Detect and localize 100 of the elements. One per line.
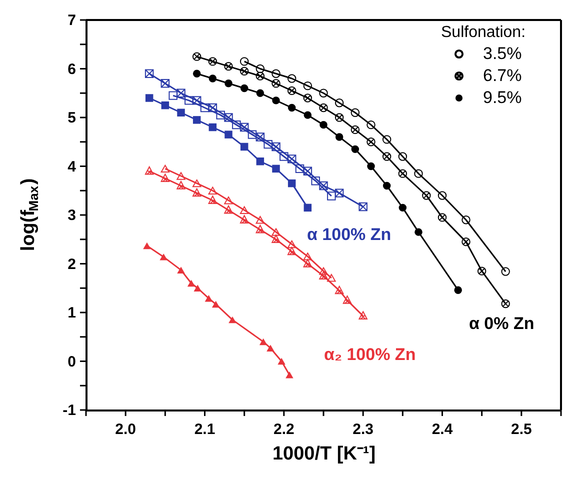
point — [462, 237, 470, 246]
point — [224, 80, 232, 88]
point — [240, 142, 248, 151]
point — [160, 174, 170, 182]
point — [266, 344, 274, 352]
point — [366, 138, 376, 146]
point — [327, 274, 336, 282]
x-axis-title: 1000/T [K⁻¹] — [272, 444, 376, 464]
point — [240, 122, 249, 132]
y-tick-label: 7 — [68, 12, 76, 29]
point — [176, 88, 186, 98]
point — [319, 181, 328, 190]
point — [145, 94, 154, 102]
point — [272, 228, 280, 236]
point — [160, 79, 170, 88]
point — [208, 57, 218, 66]
legend-title: Sulfonation: — [441, 24, 526, 41]
point — [422, 191, 431, 200]
point — [256, 89, 264, 97]
point — [256, 72, 265, 80]
point — [367, 162, 375, 170]
point — [334, 188, 344, 198]
point — [176, 172, 186, 180]
point — [319, 271, 328, 280]
y-tick-label: 1 — [68, 304, 76, 322]
legend-label: 9.5% — [483, 88, 522, 107]
point — [319, 103, 328, 112]
point — [350, 125, 360, 134]
point — [382, 152, 392, 161]
point — [194, 284, 202, 292]
point — [240, 57, 249, 66]
point — [272, 164, 280, 173]
point — [303, 94, 312, 102]
point — [256, 158, 264, 166]
point — [320, 120, 328, 129]
y-tick-label: 3 — [68, 207, 76, 224]
point — [358, 311, 368, 320]
point — [192, 52, 202, 61]
point — [303, 166, 312, 176]
x-tick-label: 2.4 — [432, 421, 454, 438]
point — [288, 104, 296, 112]
point — [287, 86, 296, 96]
annotation: α 100% Zn — [307, 225, 392, 244]
point — [327, 192, 336, 200]
point — [192, 188, 202, 197]
point — [334, 98, 344, 108]
point — [256, 216, 265, 224]
point — [398, 204, 407, 212]
y-tick-label: 6 — [68, 60, 76, 78]
point — [287, 240, 296, 248]
point — [334, 286, 344, 294]
legend-label: 6.7% — [483, 66, 522, 85]
point — [414, 228, 422, 236]
point — [287, 246, 296, 256]
x-tick-label: 2.2 — [273, 421, 294, 438]
point — [462, 216, 470, 224]
y-tick-label: 2 — [68, 256, 76, 273]
y-tick-label: 0 — [68, 353, 76, 370]
point — [240, 84, 248, 92]
x-tick-label: 2.0 — [115, 421, 136, 438]
y-tick-label: 4 — [68, 158, 77, 176]
x-tick-label: 2.1 — [194, 421, 216, 438]
point — [208, 103, 218, 112]
point — [366, 120, 376, 130]
x-tick-label: 2.3 — [352, 421, 374, 438]
point — [334, 113, 344, 122]
point — [240, 215, 249, 224]
x-tick-label: 2.5 — [510, 421, 532, 438]
y-tick-label: -1 — [62, 402, 76, 419]
point — [192, 96, 202, 105]
point — [398, 152, 408, 161]
point — [256, 64, 265, 74]
point — [351, 145, 360, 154]
point — [192, 179, 202, 188]
point — [177, 266, 185, 274]
point — [335, 133, 344, 141]
y-tick-label: 5 — [68, 110, 76, 126]
point — [286, 372, 294, 378]
point — [382, 135, 392, 144]
point — [454, 286, 462, 294]
point — [319, 267, 328, 275]
point — [287, 154, 296, 164]
point — [342, 296, 352, 304]
point — [272, 142, 280, 152]
point — [272, 234, 280, 243]
point — [272, 96, 280, 104]
point — [208, 186, 218, 194]
point — [224, 62, 233, 71]
point — [303, 258, 312, 268]
point — [192, 70, 201, 78]
annotation: α₂ 100% Zn — [324, 345, 416, 364]
point — [501, 299, 510, 308]
point — [161, 101, 170, 110]
point — [477, 266, 486, 276]
point — [160, 164, 170, 173]
point — [212, 300, 220, 308]
y-axis-title: log(fMax) — [18, 178, 41, 252]
point — [287, 74, 296, 83]
point — [319, 88, 328, 98]
point — [303, 81, 312, 90]
